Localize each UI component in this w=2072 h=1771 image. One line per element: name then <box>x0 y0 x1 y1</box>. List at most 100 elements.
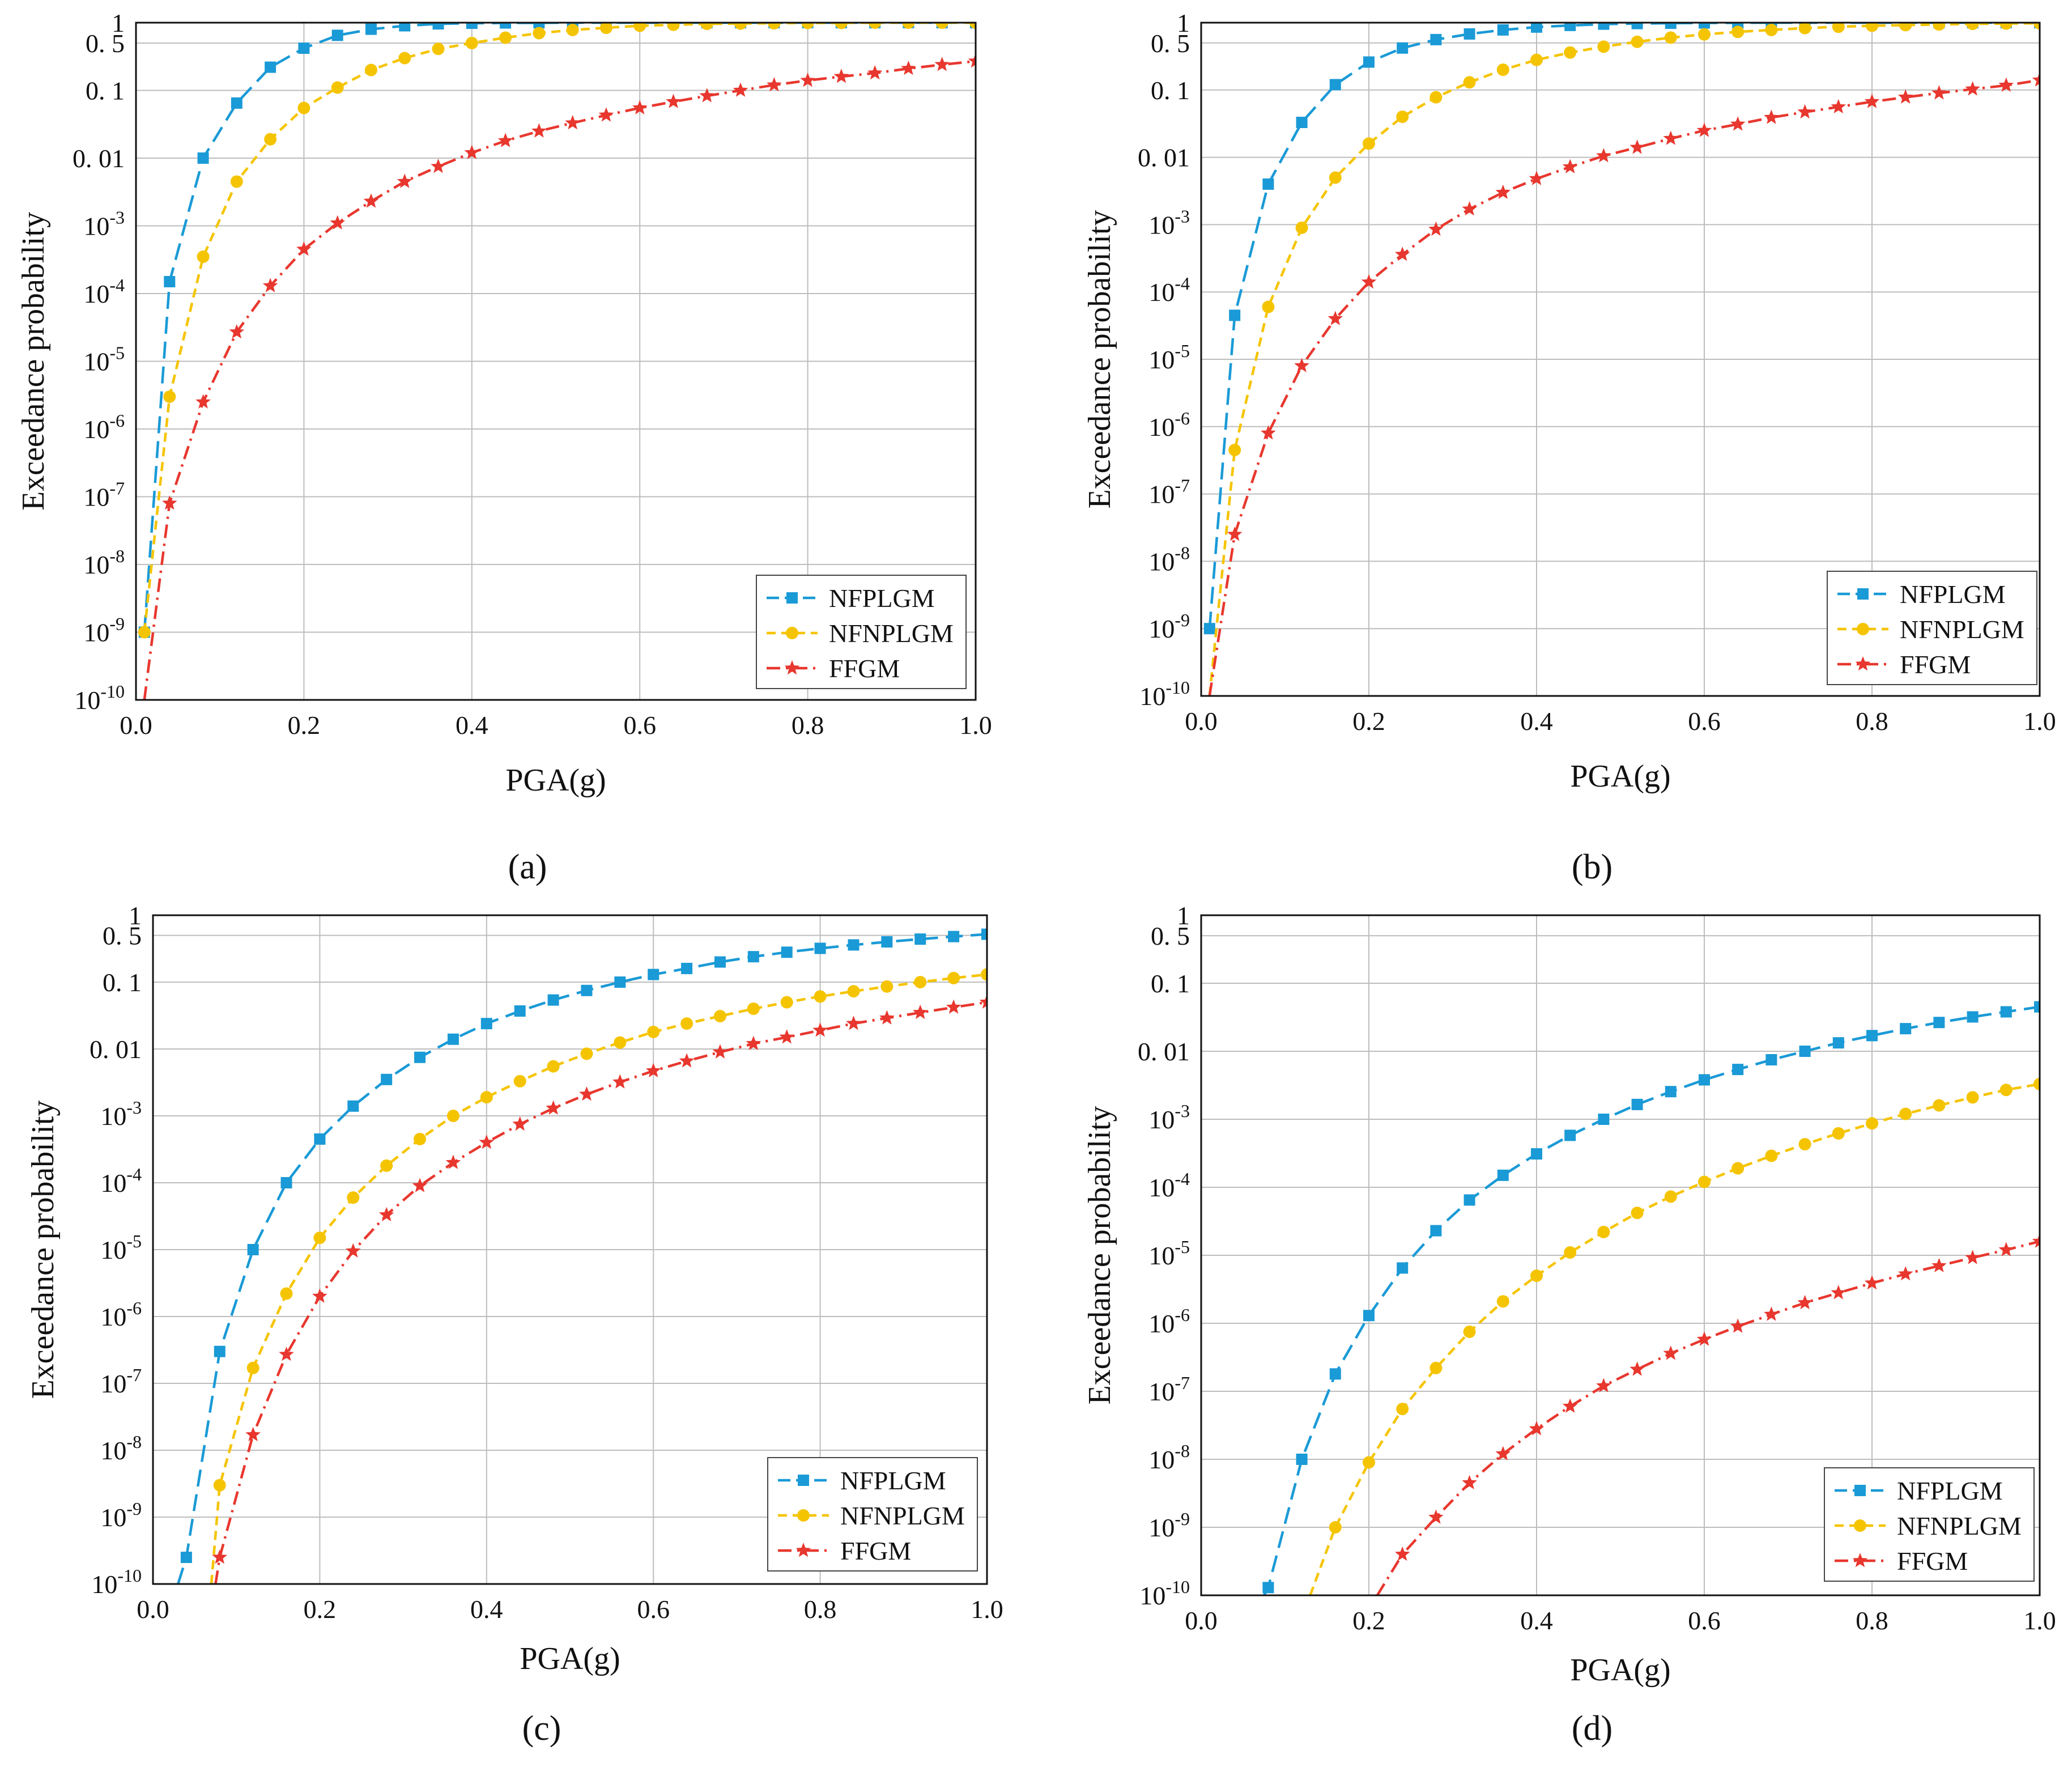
legend-label: NFNPLGM <box>1897 1511 2022 1540</box>
y-tick-exponent: -7 <box>1175 1373 1190 1393</box>
y-tick-base: 10 <box>100 1436 126 1465</box>
series-line-ffgm <box>1208 79 2040 696</box>
data-point-ffgm <box>1529 171 1545 185</box>
data-point-nfplgm <box>648 969 660 980</box>
y-tick-exponent: -7 <box>126 1365 142 1385</box>
data-point-ffgm <box>363 193 379 208</box>
data-point-nfnplgm <box>947 971 960 984</box>
legend-label: FFGM <box>840 1536 911 1565</box>
y-tick-exponent: -9 <box>126 1498 142 1519</box>
data-point-nfplgm <box>180 1552 192 1564</box>
y-tick-label: 10-5 <box>1148 1237 1190 1270</box>
legend-marker-nfplgm <box>1857 588 1869 600</box>
data-point-nfnplgm <box>1329 171 1342 184</box>
data-point-ffgm <box>1328 311 1343 325</box>
chart-panel-4: 0.0 0.2 0.4 0.6 0.8 1.010-1010-910-810-710-61… <box>1082 901 2056 1748</box>
data-point-ffgm <box>378 1207 394 1222</box>
legend-label: FFGM <box>829 654 900 683</box>
data-point-nfplgm <box>1363 56 1375 68</box>
data-point-nfplgm <box>1397 42 1409 54</box>
plot-frame <box>1200 22 2041 697</box>
data-point-ffgm <box>612 1074 628 1089</box>
y-tick-label: 1 <box>1177 901 1190 930</box>
legend-marker-ffgm <box>1852 1553 1868 1568</box>
data-point-nfnplgm <box>780 996 793 1009</box>
y-tick-base: 10 <box>1148 547 1175 576</box>
data-point-nfnplgm <box>902 23 915 29</box>
data-point-nfplgm <box>1564 23 1576 31</box>
y-tick-label: 10-10 <box>1139 1577 1190 1610</box>
y-tick-exponent: -4 <box>1175 1169 1190 1189</box>
data-point-ffgm <box>632 100 648 114</box>
data-point-nfnplgm <box>1765 1149 1778 1162</box>
data-point-nfplgm <box>1866 1030 1878 1042</box>
data-point-nfnplgm <box>835 23 848 29</box>
data-point-ffgm <box>1797 104 1813 119</box>
y-tick-exponent: -9 <box>109 614 125 634</box>
data-point-nfplgm <box>1397 1262 1409 1274</box>
data-point-nfplgm <box>1531 23 1542 33</box>
data-point-ffgm <box>1562 1398 1578 1413</box>
y-tick-base: 10 <box>1148 210 1175 239</box>
data-point-ffgm <box>431 158 446 173</box>
data-point-nfnplgm <box>969 23 976 29</box>
data-point-nfplgm <box>1799 1046 1811 1057</box>
data-point-nfnplgm <box>1597 40 1610 53</box>
data-point-nfplgm <box>1262 1582 1274 1594</box>
data-point-nfnplgm <box>297 101 310 114</box>
data-point-nfplgm <box>547 994 559 1006</box>
data-point-ffgm <box>1462 201 1477 216</box>
data-point-ffgm <box>598 107 614 122</box>
x-axis-title: PGA(g) <box>1570 759 1670 794</box>
legend-label: NFNPLGM <box>1900 615 2024 644</box>
x-tick-label: 1.0 <box>959 711 992 740</box>
data-point-nfplgm <box>347 1100 359 1112</box>
y-tick-exponent: -10 <box>100 681 125 702</box>
y-tick-label: 10-9 <box>83 614 125 647</box>
y-tick-label: 0. 5 <box>1151 921 1190 950</box>
data-point-nfplgm <box>231 97 242 109</box>
data-point-ffgm <box>1696 1331 1712 1346</box>
data-point-nfnplgm <box>1798 1137 1811 1150</box>
data-point-nfplgm <box>2000 1006 2012 1018</box>
data-point-nfnplgm <box>1866 23 1878 32</box>
data-point-nfnplgm <box>446 1110 460 1122</box>
data-point-ffgm <box>1227 526 1243 541</box>
data-point-ffgm <box>1965 81 1980 96</box>
data-point-nfnplgm <box>1966 23 1979 31</box>
data-point-nfplgm <box>581 984 593 996</box>
y-tick-label: 10-8 <box>1148 1441 1190 1474</box>
legend-label: FFGM <box>1900 650 1971 679</box>
data-point-ffgm <box>279 1347 294 1361</box>
data-point-nfnplgm <box>1933 23 1946 31</box>
data-point-nfnplgm <box>1933 1099 1946 1112</box>
data-point-ffgm <box>712 1044 728 1059</box>
data-point-ffgm <box>1495 1446 1511 1460</box>
y-tick-exponent: -5 <box>126 1231 142 1251</box>
data-point-ffgm <box>565 115 580 130</box>
y-tick-label: 10-4 <box>83 275 125 308</box>
data-point-nfplgm <box>298 43 310 54</box>
data-point-ffgm <box>1897 89 1913 104</box>
data-point-nfnplgm <box>1363 1456 1375 1469</box>
y-tick-base: 10 <box>100 1102 126 1131</box>
data-point-ffgm <box>979 994 987 1009</box>
data-point-ffgm <box>262 278 278 292</box>
data-point-ffgm <box>1998 77 2014 92</box>
y-tick-exponent: -4 <box>126 1164 142 1184</box>
data-point-ffgm <box>1495 184 1511 199</box>
data-point-nfplgm <box>265 61 276 73</box>
data-point-ffgm <box>212 1549 228 1564</box>
legend-marker-ffgm <box>1855 656 1871 671</box>
x-tick-label: 0.2 <box>1352 707 1385 736</box>
data-point-nfplgm <box>914 933 926 945</box>
y-tick-exponent: -6 <box>126 1298 142 1318</box>
data-point-nfnplgm <box>465 36 478 49</box>
data-point-ffgm <box>1931 1258 1947 1272</box>
y-tick-label: 10-3 <box>83 207 125 241</box>
data-point-nfplgm <box>1732 23 1744 29</box>
data-point-nfplgm <box>280 1177 292 1188</box>
data-point-nfnplgm <box>1295 221 1308 234</box>
data-point-nfnplgm <box>680 1017 693 1030</box>
y-tick-label: 0. 01 <box>90 1035 142 1064</box>
